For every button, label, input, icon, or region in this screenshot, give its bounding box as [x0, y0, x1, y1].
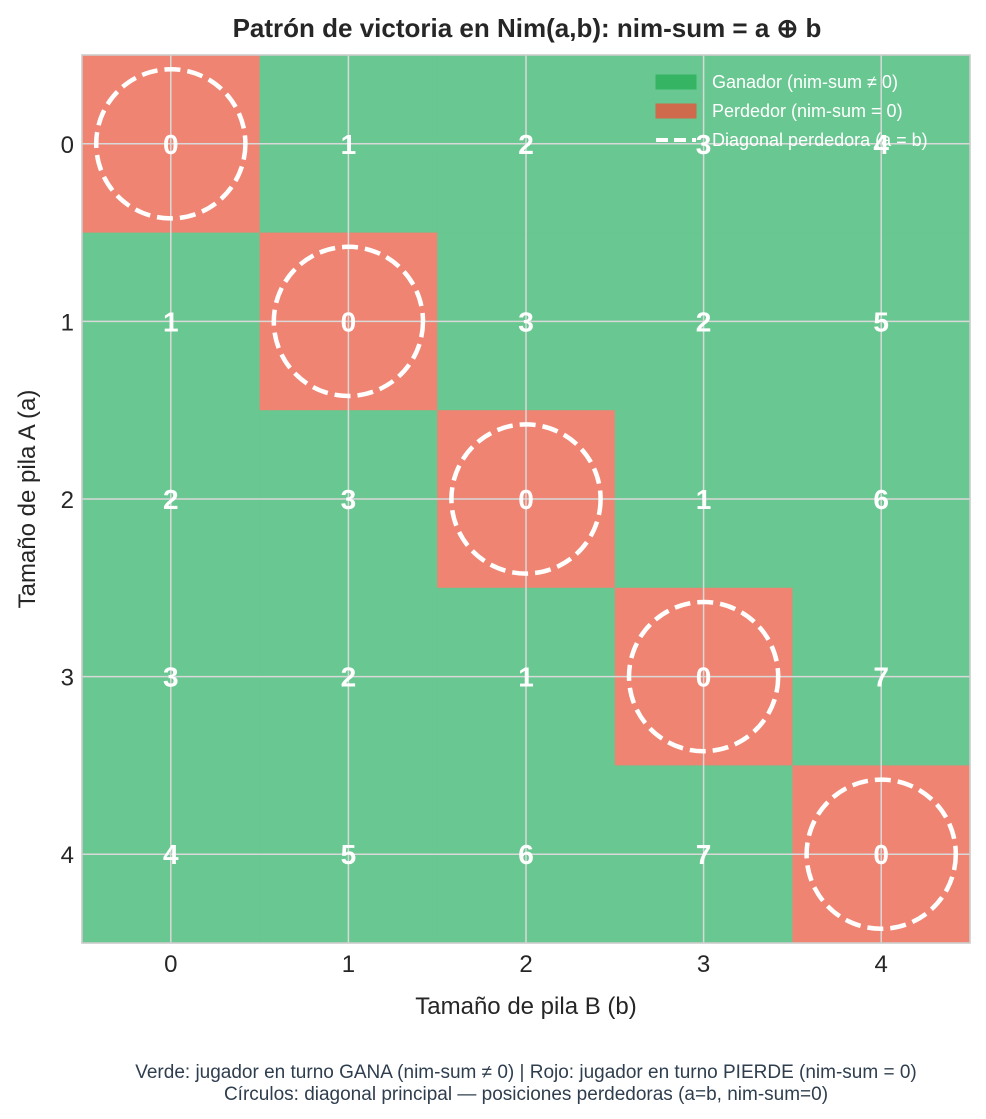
cell-label-4-3: 7	[696, 839, 712, 870]
legend-swatch-0	[655, 74, 697, 90]
cell-label-0-0: 0	[163, 129, 179, 160]
cell-label-4-2: 6	[518, 839, 534, 870]
cell-label-1-0: 1	[163, 306, 179, 337]
diagonal-circles	[93, 66, 959, 932]
legend-label-0: Ganador (nim-sum ≠ 0)	[712, 72, 898, 92]
x-tick-label-4: 4	[875, 951, 888, 978]
cell-label-4-0: 4	[163, 839, 179, 870]
cell-label-1-4: 5	[873, 306, 889, 337]
diagonal-circle-1	[271, 244, 426, 399]
cell-label-3-0: 3	[163, 662, 179, 693]
cell-label-4-1: 5	[341, 839, 357, 870]
cell-label-4-4: 0	[873, 839, 889, 870]
cell-labels: 0 1 2 3 41 0 3 2 52 3 0 1 63 2 1 0 74 5 6 7 0	[163, 129, 889, 870]
cell-label-0-3: 3	[696, 129, 712, 160]
cell-label-2-3: 1	[696, 484, 712, 515]
legend-label-1: Perdedor (nim-sum = 0)	[712, 101, 903, 121]
x-tick-label-1: 1	[342, 951, 355, 978]
y-tick-label-4: 4	[61, 842, 74, 869]
y-tick-label-3: 3	[61, 665, 74, 692]
caption-line-2: Círculos: diagonal principal — posicione…	[224, 1084, 828, 1105]
y-tick-label-1: 1	[61, 309, 74, 336]
cell-label-1-1: 0	[341, 306, 357, 337]
diagonal-circle-0	[93, 66, 248, 221]
cell-label-0-4: 4	[873, 129, 889, 160]
cell-label-3-3: 0	[696, 662, 712, 693]
cell-label-3-1: 2	[341, 662, 357, 693]
cell-label-2-4: 6	[873, 484, 889, 515]
cell-label-1-2: 3	[518, 306, 534, 337]
chart-title: Patrón de victoria en Nim(a,b): nim-sum …	[233, 13, 822, 43]
cell-label-3-4: 7	[873, 662, 889, 693]
legend-label-2: Diagonal perdedora (a = b)	[712, 130, 928, 150]
cell-label-0-2: 2	[518, 129, 534, 160]
y-tick-label-2: 2	[61, 487, 74, 514]
y-axis-label: Tamaño de pila A (a)	[14, 390, 41, 609]
plot-frame	[81, 54, 971, 944]
cell-label-0-1: 1	[341, 129, 357, 160]
cell-label-2-2: 0	[518, 484, 534, 515]
cell-label-3-2: 1	[518, 662, 534, 693]
cell-label-2-0: 2	[163, 484, 179, 515]
grid-lines	[82, 55, 970, 943]
x-tick-label-0: 0	[164, 951, 177, 978]
cell-label-1-3: 2	[696, 306, 712, 337]
legend: Ganador (nim-sum ≠ 0) Perdedor (nim-sum =…	[655, 72, 928, 150]
cell-label-2-1: 3	[341, 484, 357, 515]
diagonal-circle-3	[626, 599, 781, 754]
y-tick-labels: 0 1 2 3 4	[61, 132, 74, 869]
y-tick-label-0: 0	[61, 132, 74, 159]
legend-swatch-1	[655, 103, 697, 119]
x-axis-label: Tamaño de pila B (b)	[415, 993, 636, 1020]
x-tick-label-3: 3	[697, 951, 710, 978]
x-tick-label-2: 2	[519, 951, 532, 978]
x-tick-labels: 0 1 2 3 4	[164, 951, 888, 978]
caption-line-1: Verde: jugador en turno GANA (nim-sum ≠ …	[135, 1062, 917, 1083]
diagonal-circle-4	[804, 777, 959, 932]
diagonal-circle-2	[449, 422, 603, 576]
